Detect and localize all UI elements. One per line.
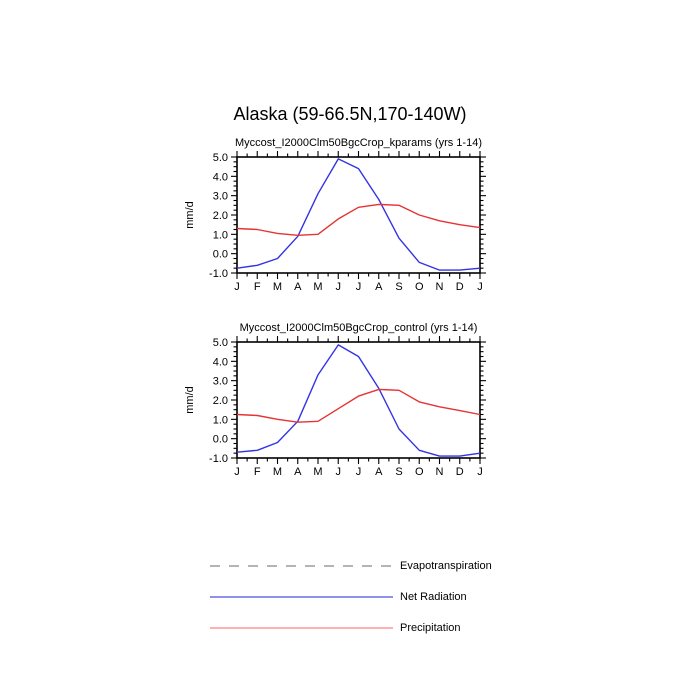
legend-item-precipitation: Precipitation [210, 621, 630, 635]
y-tick-label: 1.0 [213, 229, 228, 241]
x-tick-label: J [336, 466, 342, 478]
legend-item-net-radiation: Net Radiation [210, 590, 630, 604]
y-tick-label: 4.0 [213, 171, 228, 183]
chart-control: Myccost_I2000Clm50BgcCrop_control (yrs 1… [160, 317, 520, 489]
precipitation-line [236, 203, 481, 237]
page-title: Alaska (59-66.5N,170-140W) [233, 104, 467, 124]
y-tick-label: -1.0 [209, 453, 228, 465]
precipitation-line [236, 388, 481, 423]
x-tick-label: J [477, 281, 483, 293]
x-tick-label: J [477, 466, 483, 478]
x-tick-label: F [254, 466, 261, 478]
net-radiation-line [236, 158, 481, 271]
y-tick-label: 2.0 [213, 210, 228, 222]
x-tick-label: J [336, 281, 342, 293]
net-radiation-line [236, 344, 481, 457]
x-tick-label: J [234, 466, 240, 478]
legend: Evapotranspiration Net Radiation Precipi… [0, 552, 700, 652]
y-tick-label: 1.0 [213, 414, 228, 426]
chart-title: Myccost_I2000Clm50BgcCrop_kparams (yrs 1… [235, 137, 482, 149]
x-tick-label: M [273, 281, 282, 293]
x-tick-label: A [375, 466, 383, 478]
x-tick-label: N [436, 466, 444, 478]
x-tick-label: M [273, 466, 282, 478]
y-tick-label: -1.0 [209, 268, 228, 280]
y-tick-label: 3.0 [213, 376, 228, 388]
x-tick-label: O [415, 281, 424, 293]
y-tick-label: 2.0 [213, 395, 228, 407]
x-tick-label: O [415, 466, 424, 478]
x-tick-label: J [356, 281, 362, 293]
y-tick-label: 0.0 [213, 249, 228, 261]
x-tick-label: N [436, 281, 444, 293]
x-tick-label: A [294, 281, 302, 293]
chart-kparams-svg: Myccost_I2000Clm50BgcCrop_kparams (yrs 1… [184, 137, 486, 293]
x-tick-label: D [456, 281, 464, 293]
x-tick-label: J [356, 466, 362, 478]
axis-ticks [231, 151, 486, 279]
chart-kparams: Myccost_I2000Clm50BgcCrop_kparams (yrs 1… [160, 132, 520, 304]
x-tick-label: S [395, 466, 402, 478]
y-tick-label: 4.0 [213, 356, 228, 368]
y-axis-label: mm/d [184, 386, 196, 414]
axis-ticks [231, 336, 486, 464]
evapotranspiration-line-sample [210, 565, 393, 567]
y-tick-label: 0.0 [213, 434, 228, 446]
legend-label: Net Radiation [400, 591, 467, 603]
plot-box [236, 341, 481, 459]
y-tick-label: 5.0 [213, 337, 228, 349]
legend-label: Precipitation [400, 622, 461, 634]
y-tick-label: 5.0 [213, 152, 228, 164]
x-tick-label: D [456, 466, 464, 478]
x-tick-label: F [254, 281, 261, 293]
x-tick-label: S [395, 281, 402, 293]
chart-control-svg: Myccost_I2000Clm50BgcCrop_control (yrs 1… [184, 322, 486, 478]
x-tick-label: A [294, 466, 302, 478]
legend-item-evapotranspiration: Evapotranspiration [210, 559, 630, 573]
plot-box [236, 156, 481, 274]
x-tick-label: J [234, 281, 240, 293]
net-radiation-line-sample [210, 596, 393, 598]
x-tick-label: M [313, 466, 322, 478]
x-tick-label: M [313, 281, 322, 293]
y-axis-label: mm/d [184, 201, 196, 229]
y-tick-label: 3.0 [213, 191, 228, 203]
legend-label: Evapotranspiration [400, 560, 492, 572]
chart-title: Myccost_I2000Clm50BgcCrop_control (yrs 1… [240, 322, 478, 334]
precipitation-line-sample [210, 627, 393, 629]
x-tick-label: A [375, 281, 383, 293]
